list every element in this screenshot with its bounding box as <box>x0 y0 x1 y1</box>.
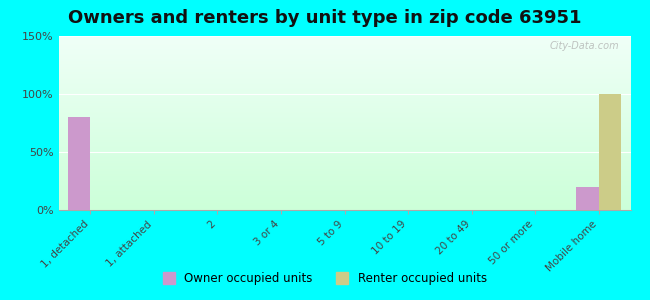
Bar <box>599 94 621 210</box>
Bar <box>577 187 599 210</box>
Text: Owners and renters by unit type in zip code 63951: Owners and renters by unit type in zip c… <box>68 9 582 27</box>
Legend: Owner occupied units, Renter occupied units: Owner occupied units, Renter occupied un… <box>157 266 493 291</box>
Text: City-Data.com: City-Data.com <box>549 41 619 51</box>
Bar <box>68 117 90 210</box>
